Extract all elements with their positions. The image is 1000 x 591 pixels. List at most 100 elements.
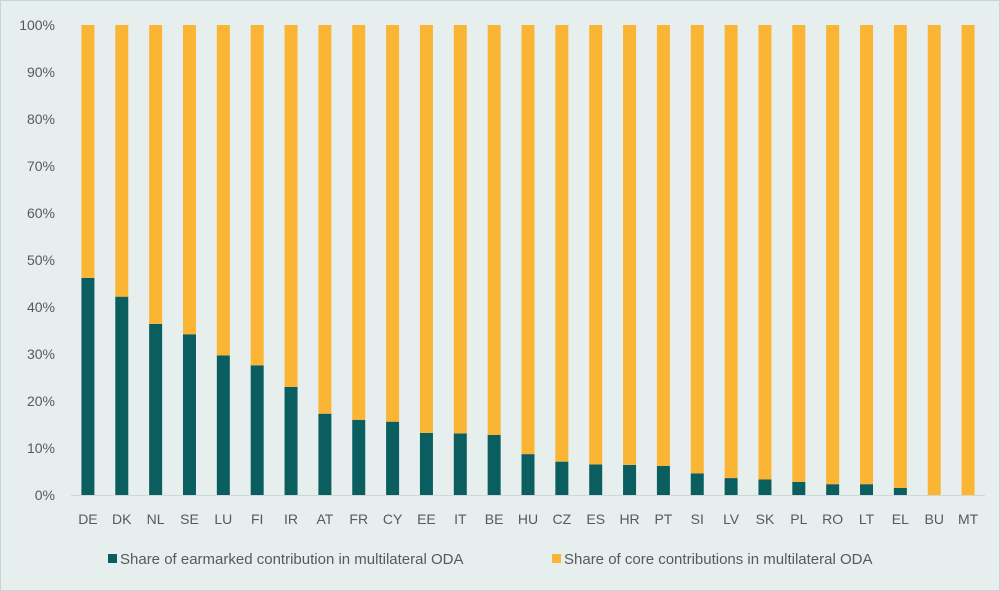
y-tick-label: 20% xyxy=(27,393,55,409)
bar-earmarked xyxy=(623,464,637,495)
x-tick-label: ES xyxy=(586,511,605,527)
bar-earmarked xyxy=(487,434,501,495)
x-tick-label: MT xyxy=(958,511,979,527)
x-tick-label: SK xyxy=(756,511,775,527)
bar-core xyxy=(453,25,467,434)
bar-earmarked xyxy=(724,478,738,495)
bar-earmarked xyxy=(182,334,196,495)
bar-earmarked xyxy=(149,323,163,495)
legend-label-core: Share of core contributions in multilate… xyxy=(564,551,872,568)
bar-earmarked xyxy=(758,479,772,495)
x-tick-label: DE xyxy=(78,511,97,527)
bar-earmarked xyxy=(792,481,806,495)
bar-earmarked xyxy=(589,464,603,495)
bar-earmarked xyxy=(453,433,467,495)
bar-core xyxy=(555,25,569,462)
bar-core xyxy=(182,25,196,335)
x-tick-label: FI xyxy=(251,511,263,527)
bar-earmarked xyxy=(352,419,366,495)
x-tick-label: CY xyxy=(383,511,403,527)
bar-core xyxy=(893,25,907,488)
x-tick-label: BU xyxy=(924,511,943,527)
x-tick-label: FR xyxy=(349,511,368,527)
legend-label-earmarked: Share of earmarked contribution in multi… xyxy=(120,551,464,568)
bar-core xyxy=(352,25,366,420)
x-tick-label: LT xyxy=(859,511,875,527)
y-tick-label: 50% xyxy=(27,252,55,268)
bar-earmarked xyxy=(893,487,907,495)
bar-core xyxy=(792,25,806,482)
bar-core xyxy=(81,25,95,278)
bar-core xyxy=(961,25,975,495)
x-tick-label: EL xyxy=(892,511,909,527)
x-tick-label: CZ xyxy=(553,511,572,527)
y-tick-label: 0% xyxy=(35,487,55,503)
x-tick-label: EE xyxy=(417,511,436,527)
bar-earmarked xyxy=(115,296,129,495)
y-tick-label: 40% xyxy=(27,299,55,315)
bar-earmarked xyxy=(284,386,298,495)
y-tick-label: 80% xyxy=(27,111,55,127)
x-tick-label: DK xyxy=(112,511,132,527)
x-tick-label: IR xyxy=(284,511,298,527)
bar-core xyxy=(724,25,738,479)
bar-earmarked xyxy=(860,484,874,495)
bar-core xyxy=(589,25,603,465)
bar-earmarked xyxy=(656,465,670,495)
bar-earmarked xyxy=(250,365,264,495)
x-axis: DE DK NL SE LU FI IR AT FR CY EE IT BE HU CZ ES HR PT SI LV… xyxy=(71,495,985,527)
bar-earmarked xyxy=(216,355,230,495)
x-tick-label: NL xyxy=(147,511,165,527)
bar-core xyxy=(284,25,298,387)
bar-core xyxy=(521,25,535,455)
y-tick-label: 100% xyxy=(19,17,55,33)
x-tick-label: LV xyxy=(723,511,740,527)
y-tick-label: 60% xyxy=(27,205,55,221)
x-tick-label: PL xyxy=(790,511,807,527)
bar-earmarked xyxy=(826,484,840,495)
x-tick-label: IT xyxy=(454,511,467,527)
bar-core xyxy=(149,25,163,324)
bars-group xyxy=(81,25,975,495)
bar-earmarked xyxy=(555,461,569,495)
bar-core xyxy=(487,25,501,435)
bar-earmarked xyxy=(419,432,433,495)
legend-swatch-core xyxy=(552,554,561,563)
bar-earmarked xyxy=(690,473,704,495)
x-tick-label: SI xyxy=(691,511,704,527)
bar-core xyxy=(386,25,400,422)
bar-earmarked xyxy=(521,454,535,495)
bar-earmarked xyxy=(318,413,332,495)
x-tick-label: PT xyxy=(654,511,672,527)
legend: Share of earmarked contribution in multi… xyxy=(108,551,872,568)
bar-core xyxy=(927,25,941,495)
bar-core xyxy=(656,25,670,466)
bar-earmarked xyxy=(81,277,95,495)
bar-core xyxy=(758,25,772,480)
x-tick-label: LU xyxy=(214,511,232,527)
x-tick-label: HR xyxy=(619,511,639,527)
x-tick-label: SE xyxy=(180,511,199,527)
x-tick-label: RO xyxy=(822,511,843,527)
bar-core xyxy=(250,25,264,366)
bar-core xyxy=(216,25,230,356)
x-tick-label: HU xyxy=(518,511,538,527)
bar-core xyxy=(690,25,704,474)
y-axis: 0% 10% 20% 30% 40% 50% 60% 70% 80% 90% 100% xyxy=(19,17,55,503)
y-tick-label: 90% xyxy=(27,64,55,80)
bar-earmarked xyxy=(386,421,400,495)
y-tick-label: 30% xyxy=(27,346,55,362)
x-tick-label: AT xyxy=(316,511,333,527)
bar-core xyxy=(115,25,129,297)
x-tick-label: BE xyxy=(485,511,504,527)
bar-core xyxy=(826,25,840,485)
legend-swatch-earmarked xyxy=(108,554,117,563)
bar-core xyxy=(419,25,433,433)
bar-core xyxy=(318,25,332,414)
bar-core xyxy=(623,25,637,465)
y-tick-label: 70% xyxy=(27,158,55,174)
bar-core xyxy=(860,25,874,485)
y-tick-label: 10% xyxy=(27,440,55,456)
